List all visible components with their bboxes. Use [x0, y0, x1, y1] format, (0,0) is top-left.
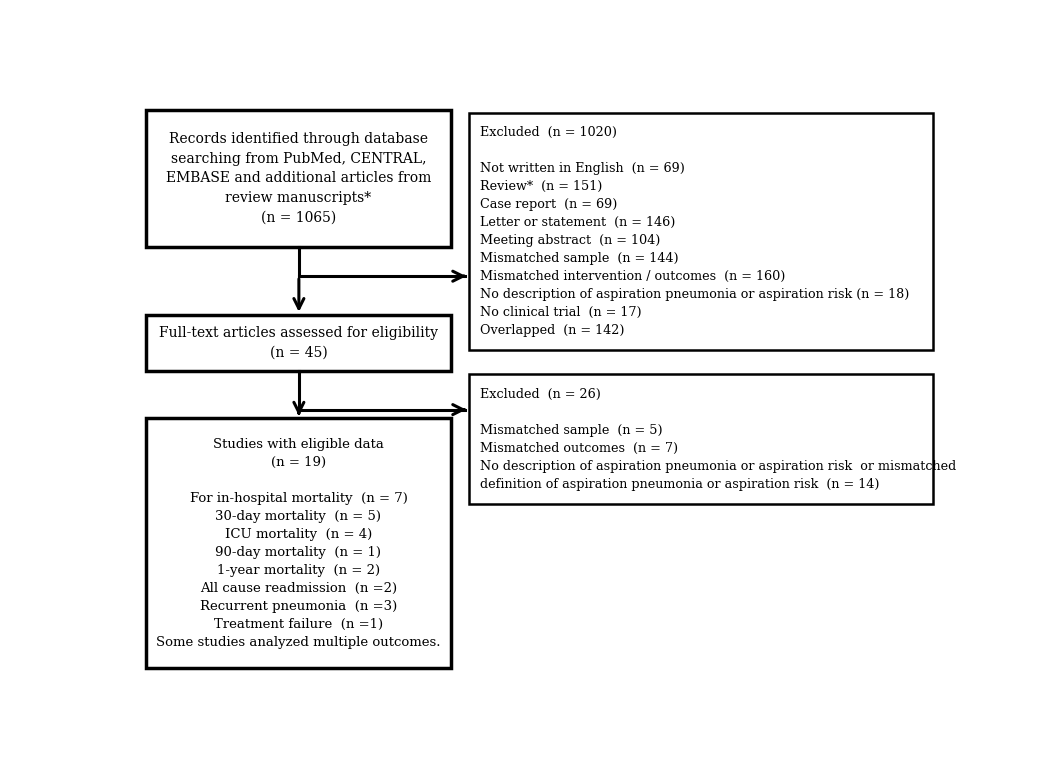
- Text: Records identified through database
searching from PubMed, CENTRAL,
EMBASE and a: Records identified through database sear…: [166, 132, 432, 224]
- Text: Full-text articles assessed for eligibility
(n = 45): Full-text articles assessed for eligibil…: [159, 326, 438, 360]
- Bar: [146, 419, 452, 668]
- Text: Excluded  (n = 26)

Mismatched sample  (n = 5)
Mismatched outcomes  (n = 7)
No d: Excluded (n = 26) Mismatched sample (n =…: [480, 388, 956, 490]
- Bar: [469, 113, 932, 350]
- Text: Studies with eligible data
(n = 19)

For in-hospital mortality  (n = 7)
30-day m: Studies with eligible data (n = 19) For …: [156, 437, 441, 648]
- Bar: [469, 374, 932, 504]
- Bar: [146, 315, 452, 371]
- Bar: [146, 110, 452, 246]
- Text: Excluded  (n = 1020)

Not written in English  (n = 69)
Review*  (n = 151)
Case r: Excluded (n = 1020) Not written in Engli…: [480, 126, 909, 337]
